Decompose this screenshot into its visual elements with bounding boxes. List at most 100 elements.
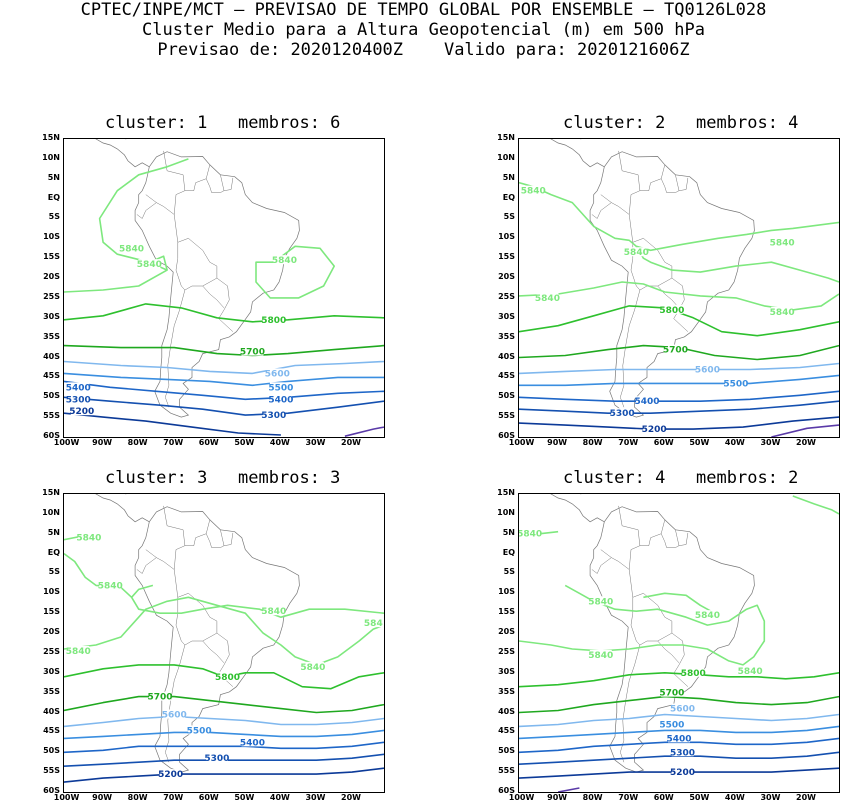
contour-label: 5840 [519, 530, 542, 540]
contour-line [771, 424, 839, 437]
contour-label: 5700 [663, 346, 688, 356]
contour-label: 5500 [187, 726, 212, 736]
contour-label-bg [522, 185, 545, 195]
latitude-tick-label: 10S [43, 587, 60, 597]
contour-label: 5700 [240, 348, 265, 358]
longitude-tick-label: 90W [92, 793, 113, 802]
contour-line [557, 787, 580, 792]
latitude-tick-label: 20S [498, 272, 515, 282]
longitude-tick-label: 40W [724, 793, 745, 802]
country-border [136, 202, 157, 219]
contour-line [64, 303, 384, 323]
contour-label: 5200 [642, 425, 667, 435]
contour-line [519, 695, 839, 714]
contour-label-bg [362, 618, 384, 628]
longitude-tick-label: 60W [653, 438, 674, 447]
contour-label: 5840 [119, 244, 144, 254]
header-title: CPTEC/INPE/MCT – PREVISAO DE TEMPO GLOBA… [80, 0, 767, 20]
latitude-tick-label: 25S [498, 291, 515, 301]
longitude-tick-label: 70W [163, 793, 184, 802]
contour-label-bg [205, 753, 228, 763]
contour-line [643, 592, 715, 614]
contour-label: 5600 [265, 369, 290, 379]
longitude-tick-label: 90W [92, 438, 113, 447]
latitude-tick-label: 20S [43, 272, 60, 282]
latitude-tick-label: 40S [43, 351, 60, 361]
map-plot-area: 5840 5840 5840 5840 5840 5800 5700 5600 5500 5400… [518, 138, 840, 438]
contour-line [635, 245, 839, 283]
contour-label: 5840 [66, 647, 91, 657]
contour-label: 5400 [666, 734, 691, 744]
latitude-tick-label: EQ [502, 192, 515, 202]
latitude-tick-label: 35S [498, 331, 515, 341]
latitude-tick-label: 55S [43, 411, 60, 421]
contour-label-bg [739, 665, 762, 675]
latitude-tick-label: 45S [43, 726, 60, 736]
map-plot-area: 5840 5840 5840 5840 5840 584 5800 5700 5600 5500 5… [63, 493, 385, 793]
contour-label-bg [625, 247, 648, 257]
longitude-tick-label: 50W [234, 438, 255, 447]
contour-label: 5840 [738, 667, 763, 677]
coastline-segment [95, 139, 150, 168]
contour-line [519, 416, 839, 430]
country-border [620, 644, 641, 763]
latitude-tick-label: 10S [43, 232, 60, 242]
contour-line [64, 396, 384, 416]
longitude-tick-label: 70W [618, 438, 639, 447]
contour-line [519, 362, 839, 375]
contour-label: 5200 [158, 770, 183, 780]
latitude-tick-label: 15S [498, 252, 515, 262]
latitude-tick-label: 5N [47, 527, 60, 537]
contour-label: 5840 [588, 597, 613, 607]
contour-label-bg [611, 408, 634, 418]
country-border [630, 242, 673, 291]
contour-line [64, 695, 384, 714]
latitude-tick-label: 60S [498, 431, 515, 440]
longitude-tick-label: 20W [796, 793, 816, 802]
country-border [175, 597, 218, 646]
contour-line [64, 344, 384, 357]
contour-label-bg [216, 671, 239, 681]
latitude-tick-label: EQ [47, 192, 60, 202]
contour-label-bg [668, 733, 690, 743]
contour-line [64, 767, 384, 783]
contour-line [64, 552, 384, 618]
contour-label: 5800 [261, 316, 286, 326]
longitude-tick-label: 70W [163, 438, 184, 447]
contour-label-bg [301, 661, 324, 671]
geopotential-map: 5840584058405840584058005700560055005400… [519, 139, 839, 437]
longitude-tick-label: 60W [198, 438, 219, 447]
contour-label: 5400 [66, 383, 91, 393]
contour-label-bg [589, 596, 612, 606]
contour-label: 5500 [268, 383, 293, 393]
contour-label-bg [241, 346, 264, 356]
latitude-tick-label: 15N [42, 488, 60, 497]
country-border [145, 505, 186, 570]
contour-label: 5600 [695, 365, 720, 375]
coastline-segment [550, 139, 605, 168]
latitude-tick-label: 5S [48, 567, 60, 577]
contour-label-bg [77, 532, 100, 542]
contour-line [64, 372, 384, 387]
longitude-tick-label: 60W [198, 793, 219, 802]
country-border [184, 164, 211, 191]
geopotential-map: 5840584058405840584058005700560055005400… [519, 494, 839, 792]
contour-line [64, 380, 384, 401]
contour-label-bg [241, 737, 264, 747]
contour-line [792, 495, 839, 515]
contour-line [64, 715, 384, 728]
longitude-tick-label: 100W [508, 438, 535, 447]
contour-label: 5800 [681, 669, 706, 679]
contour-label-bg [70, 406, 93, 416]
coastline [589, 151, 755, 418]
contour-line [64, 412, 281, 436]
contour-label: 5840 [521, 187, 546, 197]
contour-label-bg [664, 344, 687, 354]
country-border [660, 178, 680, 193]
country-border [639, 519, 666, 546]
contour-label-bg [671, 747, 694, 757]
latitude-tick-label: 55S [498, 766, 515, 776]
longitude-tick-label: 50W [689, 438, 710, 447]
contour-label: 5400 [240, 738, 265, 748]
